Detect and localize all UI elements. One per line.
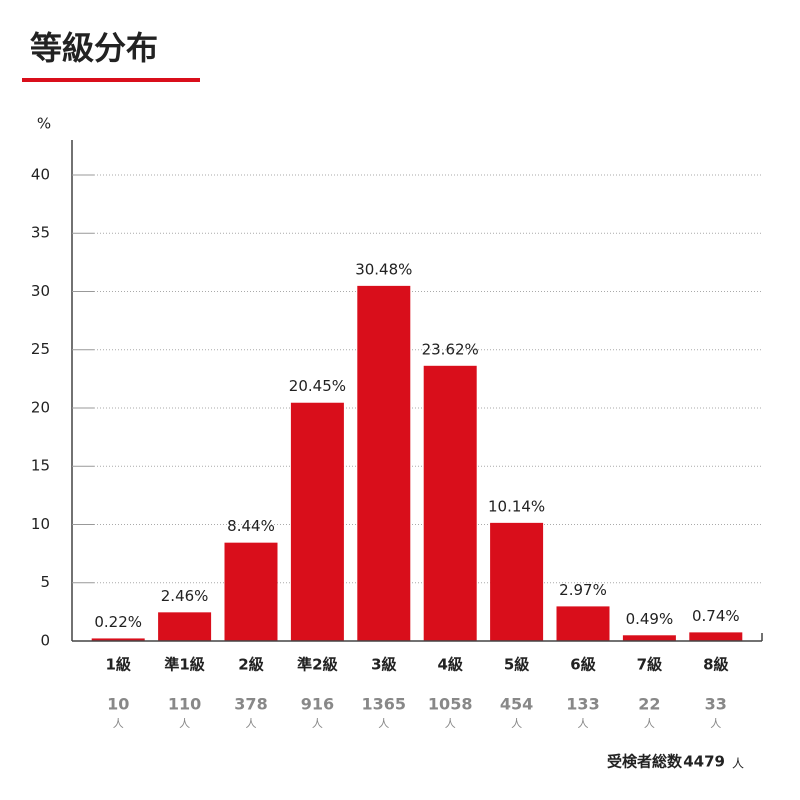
- count-label: 1058: [428, 695, 473, 714]
- value-label: 8.44%: [227, 517, 275, 535]
- bar: [158, 612, 212, 641]
- y-axis-label: %: [37, 115, 51, 133]
- bar: [91, 638, 145, 641]
- x-tick-label: 3級: [371, 656, 396, 674]
- x-tick-label: 1級: [105, 656, 130, 674]
- count-label: 1365: [362, 695, 407, 714]
- count-unit: 人: [246, 717, 257, 730]
- bar: [357, 285, 411, 641]
- y-tick-label: 40: [31, 165, 50, 183]
- bar: [622, 635, 676, 641]
- x-tick-label: 4級: [437, 656, 462, 674]
- count-label: 133: [566, 695, 599, 714]
- count-label: 378: [234, 695, 267, 714]
- bar: [423, 365, 477, 641]
- value-label: 30.48%: [355, 260, 412, 278]
- y-tick-label: 5: [40, 573, 50, 591]
- value-label: 0.74%: [692, 607, 740, 625]
- count-unit: 人: [511, 717, 522, 730]
- y-tick-label: 35: [31, 224, 50, 242]
- bar: [556, 606, 610, 641]
- bar: [689, 632, 743, 641]
- count-label: 33: [705, 695, 727, 714]
- total: 4479: [683, 753, 725, 771]
- title-underline: [22, 78, 200, 82]
- count-unit: 人: [179, 717, 190, 730]
- count-label: 22: [638, 695, 660, 714]
- value-label: 20.45%: [289, 377, 346, 395]
- value-label: 10.14%: [488, 497, 545, 515]
- x-tick-label: 2級: [238, 656, 263, 674]
- count-unit: 人: [445, 717, 456, 730]
- count-unit: 人: [312, 717, 323, 730]
- count-unit: 人: [644, 717, 655, 730]
- x-tick-label: 5級: [504, 656, 529, 674]
- x-tick-label: 準2級: [297, 656, 337, 674]
- value-label: 0.49%: [626, 610, 674, 628]
- count-unit: 人: [378, 717, 389, 730]
- count-unit: 人: [578, 717, 589, 730]
- chart-title: 等級分布: [30, 29, 158, 67]
- bar: [224, 542, 278, 641]
- value-label: 23.62%: [422, 340, 479, 358]
- count-label: 10: [107, 695, 129, 714]
- count-label: 916: [301, 695, 334, 714]
- total-unit: 人: [732, 757, 744, 771]
- count-label: 110: [168, 695, 201, 714]
- value-label: 2.46%: [161, 587, 209, 605]
- total-label: 受検者総数: [607, 753, 683, 771]
- grid: [72, 174, 762, 642]
- y-tick-label: 15: [31, 457, 50, 475]
- x-tick-label: 8級: [703, 656, 728, 674]
- y-tick-label: 30: [31, 282, 50, 300]
- marks: [91, 285, 743, 641]
- value-label: 0.22%: [94, 613, 142, 631]
- y-tick-label: 20: [31, 398, 50, 416]
- y-tick-label: 10: [31, 515, 50, 533]
- value-label: 2.97%: [559, 581, 607, 599]
- x-tick-label: 6級: [570, 656, 595, 674]
- x-tick-label: 7級: [637, 656, 662, 674]
- y-tick-label: 25: [31, 340, 50, 358]
- y-tick-label: 0: [40, 632, 50, 650]
- count-label: 454: [500, 695, 533, 714]
- x-tick-label: 準1級: [164, 656, 204, 674]
- count-unit: 人: [113, 717, 124, 730]
- count-unit: 人: [710, 717, 721, 730]
- bar: [290, 402, 344, 641]
- bar: [490, 522, 544, 641]
